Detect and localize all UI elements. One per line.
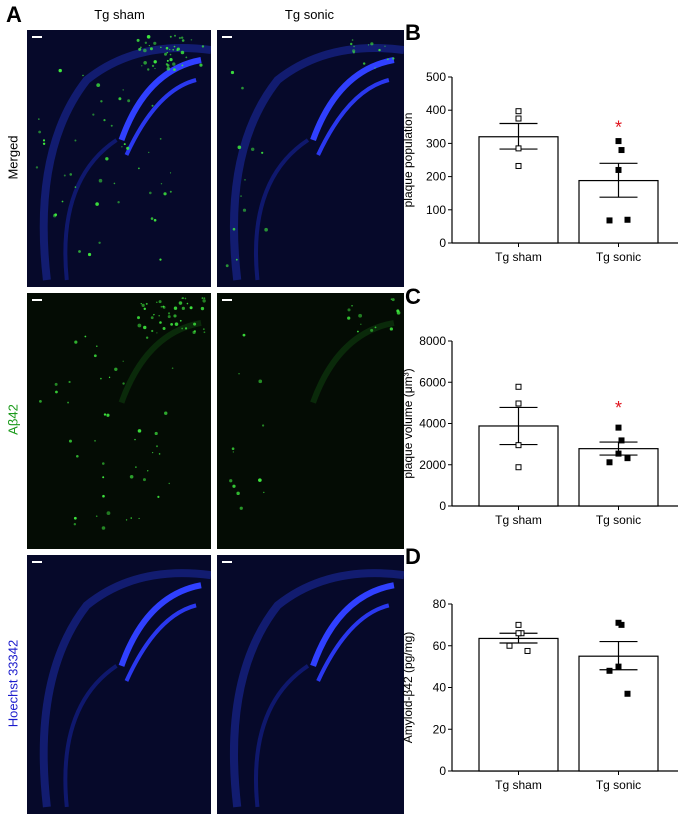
data-point xyxy=(615,424,622,431)
data-point xyxy=(515,383,522,390)
y-tick-label: 20 xyxy=(433,722,447,736)
data-point xyxy=(615,138,622,145)
bar-0 xyxy=(478,637,559,772)
column-title-sham: Tg sham xyxy=(94,7,145,22)
y-tick-label: 80 xyxy=(433,597,447,611)
y-tick-label: 0 xyxy=(439,236,446,250)
panel-label-d: D xyxy=(405,544,421,569)
data-point xyxy=(618,147,625,154)
y-tick-label: 200 xyxy=(426,170,446,184)
scale-bar xyxy=(222,36,232,38)
micrograph-blue-sham xyxy=(27,555,211,814)
y-tick-label: 400 xyxy=(426,103,446,117)
data-point xyxy=(515,464,522,471)
micrograph-green-sham xyxy=(27,293,211,549)
x-tick-label: Tg sham xyxy=(495,513,542,527)
data-point xyxy=(624,455,631,462)
x-tick-label: Tg sonic xyxy=(596,778,641,792)
data-point xyxy=(606,667,613,674)
data-point xyxy=(515,115,522,122)
y-axis-label: plaque population xyxy=(401,113,415,208)
scale-bar xyxy=(222,561,232,563)
data-point xyxy=(624,216,631,223)
micrograph-blue-sonic xyxy=(217,555,404,814)
data-point xyxy=(515,162,522,169)
data-point xyxy=(624,690,631,697)
data-point xyxy=(618,621,625,628)
y-tick-label: 6000 xyxy=(419,375,446,389)
data-point xyxy=(615,450,622,457)
y-tick-label: 0 xyxy=(439,764,446,778)
y-tick-label: 300 xyxy=(426,136,446,150)
x-tick-label: Tg sham xyxy=(495,250,542,264)
scale-bar xyxy=(32,299,42,301)
significance-marker: * xyxy=(615,117,622,137)
y-tick-label: 100 xyxy=(426,203,446,217)
micrograph-merged-sham xyxy=(27,30,211,287)
y-tick-label: 500 xyxy=(426,70,446,84)
y-tick-label: 0 xyxy=(439,499,446,513)
scale-bar xyxy=(32,561,42,563)
data-point xyxy=(515,621,522,628)
data-point xyxy=(618,437,625,444)
panel-label-b: B xyxy=(405,20,421,45)
scale-bar xyxy=(32,36,42,38)
data-point xyxy=(615,166,622,173)
data-point xyxy=(515,400,522,407)
y-axis-label: Amyloid-β42 (pg/mg) xyxy=(401,632,415,744)
bar-1 xyxy=(578,448,659,507)
data-point xyxy=(515,108,522,115)
bar-1 xyxy=(578,655,659,772)
x-tick-label: Tg sonic xyxy=(596,513,641,527)
y-tick-label: 4000 xyxy=(419,417,446,431)
data-point xyxy=(524,647,531,654)
y-tick-label: 8000 xyxy=(419,334,446,348)
column-title-sonic: Tg sonic xyxy=(284,7,335,22)
panel-label-c: C xyxy=(405,284,421,309)
y-axis-label: plaque volume (μm³) xyxy=(401,368,415,478)
data-point xyxy=(515,630,522,637)
micrograph-green-sonic xyxy=(217,293,404,549)
y-tick-label: 40 xyxy=(433,681,447,695)
data-point xyxy=(606,217,613,224)
panel-label-a: A xyxy=(6,2,22,27)
significance-marker: * xyxy=(615,398,622,418)
micrograph-merged-sonic xyxy=(217,30,404,287)
data-point xyxy=(515,442,522,449)
x-tick-label: Tg sham xyxy=(495,778,542,792)
x-tick-label: Tg sonic xyxy=(596,250,641,264)
data-point xyxy=(515,145,522,152)
data-point xyxy=(506,642,513,649)
y-tick-label: 2000 xyxy=(419,458,446,472)
bar-0 xyxy=(478,136,559,244)
data-point xyxy=(606,459,613,466)
y-tick-label: 60 xyxy=(433,639,447,653)
scale-bar xyxy=(222,299,232,301)
data-point xyxy=(615,663,622,670)
